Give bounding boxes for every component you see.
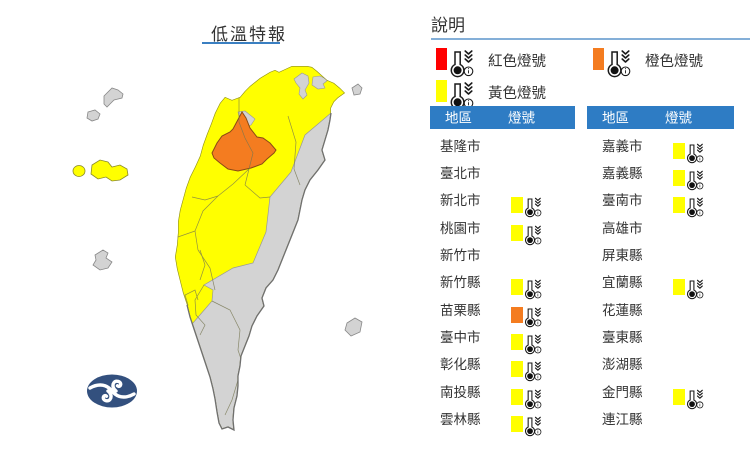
svg-text:說明: 說明: [431, 16, 465, 35]
svg-text:新竹市: 新竹市: [440, 247, 481, 263]
svg-text:新竹縣: 新竹縣: [440, 275, 481, 290]
svg-text:南投縣: 南投縣: [440, 385, 481, 400]
svg-text:花蓮縣: 花蓮縣: [602, 303, 643, 318]
svg-text:黃色燈號: 黃色燈號: [488, 85, 546, 102]
svg-text:連江縣: 連江縣: [602, 412, 643, 427]
svg-text:彰化縣: 彰化縣: [440, 356, 481, 372]
svg-text:燈號: 燈號: [665, 111, 693, 126]
svg-text:嘉義縣: 嘉義縣: [602, 165, 643, 181]
svg-text:宜蘭縣: 宜蘭縣: [602, 275, 643, 290]
svg-text:地區: 地區: [602, 111, 629, 126]
svg-text:苗栗縣: 苗栗縣: [440, 303, 481, 318]
svg-text:臺中市: 臺中市: [440, 329, 481, 345]
svg-text:地區: 地區: [445, 111, 472, 126]
svg-text:澎湖縣: 澎湖縣: [602, 357, 643, 372]
svg-text:燈號: 燈號: [508, 111, 536, 126]
svg-text:基隆市: 基隆市: [440, 138, 481, 154]
svg-text:橙色燈號: 橙色燈號: [645, 53, 703, 70]
svg-text:屏東縣: 屏東縣: [602, 248, 643, 263]
svg-text:金門縣: 金門縣: [602, 385, 643, 400]
svg-text:臺東縣: 臺東縣: [602, 330, 643, 345]
svg-text:新北市: 新北市: [440, 192, 481, 208]
svg-text:臺北市: 臺北市: [440, 165, 481, 181]
svg-text:嘉義市: 嘉義市: [602, 138, 643, 154]
svg-text:紅色燈號: 紅色燈號: [488, 53, 546, 70]
svg-text:臺南市: 臺南市: [602, 192, 643, 208]
svg-text:桃園市: 桃園市: [440, 220, 481, 236]
svg-text:雲林縣: 雲林縣: [440, 412, 481, 427]
svg-text:高雄市: 高雄市: [602, 220, 643, 236]
